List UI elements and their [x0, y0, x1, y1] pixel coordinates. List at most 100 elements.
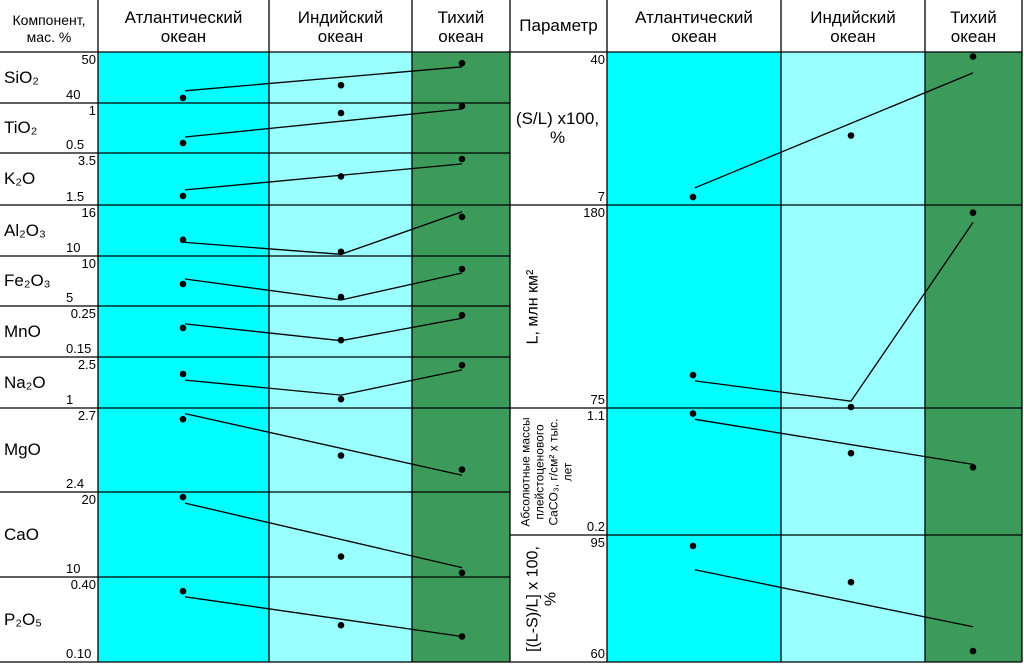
y-tick-max: 2.5 [77, 357, 96, 372]
data-point-pacific [458, 466, 466, 473]
panel-label: [(L-S)/L] x 100, % [524, 545, 560, 652]
data-point-indian [337, 173, 345, 180]
data-point-pacific [969, 464, 977, 471]
trend-line [694, 418, 974, 466]
panel-label: Na₂O [4, 372, 46, 392]
y-tick-max: 180 [583, 205, 605, 220]
panel-label: Абсолютные массы плейстоценового CaCO₃, … [518, 416, 575, 527]
y-tick-max: 10 [81, 256, 96, 271]
panel-label: P₂O₅ [4, 609, 43, 629]
y-tick-max: 95 [590, 535, 605, 550]
trend-line [184, 369, 463, 396]
y-tick-max: 16 [81, 205, 96, 220]
data-point-atlantic [179, 236, 187, 244]
data-point-pacific [458, 633, 466, 640]
y-tick-max: 1.1 [586, 408, 605, 423]
y-tick-max: 20 [81, 492, 96, 507]
column-bg-atlantic [607, 52, 781, 662]
panel-label: Al₂O₃ [4, 220, 46, 240]
header-indian: Индийский океан [810, 8, 896, 46]
column-bg-indian [781, 52, 925, 662]
y-tick-min: 1 [66, 392, 74, 407]
data-point-atlantic [689, 410, 697, 417]
trend-line [184, 163, 463, 191]
y-tick-min: 10 [66, 240, 81, 255]
panel-label: K₂O [4, 169, 36, 188]
column-bg-pacific [925, 52, 1022, 662]
y-tick-max: 50 [81, 52, 96, 67]
trend-line [694, 72, 974, 189]
data-point-atlantic [689, 193, 697, 201]
data-point-indian [337, 248, 345, 256]
header-indian: Индийский океан [297, 8, 384, 46]
y-tick-max: 3.5 [77, 153, 96, 168]
data-point-atlantic [179, 370, 187, 378]
data-point-atlantic [179, 415, 187, 423]
data-point-pacific [458, 265, 466, 273]
y-tick-min: 5 [66, 290, 74, 305]
y-tick-min: 60 [590, 646, 605, 661]
data-point-atlantic [689, 371, 697, 379]
data-point-pacific [458, 59, 466, 67]
header-param: Параметр [519, 16, 598, 35]
data-point-indian [337, 336, 345, 344]
data-point-pacific [458, 213, 466, 221]
panel-label: (S/L) x100, % [515, 108, 600, 147]
header-param: Компонент, мас. % [12, 12, 86, 45]
y-tick-max: 0.40 [70, 577, 96, 592]
data-point-indian [847, 132, 855, 139]
trend-line [694, 222, 974, 402]
header-atlantic: Атлантический океан [635, 8, 753, 46]
data-point-indian [847, 403, 855, 411]
panel-label: MnO [4, 321, 41, 341]
data-point-indian [337, 81, 345, 89]
y-tick-min: 40 [66, 87, 81, 102]
trend-line [184, 502, 463, 569]
y-tick-max: 2.7 [77, 408, 96, 423]
trend-line [184, 596, 463, 638]
y-tick-min: 2.4 [66, 476, 85, 491]
y-tick-min: 0.15 [66, 341, 92, 356]
y-tick-min: 1.5 [66, 189, 85, 204]
trend-line [184, 412, 463, 476]
data-point-atlantic [179, 139, 187, 147]
data-point-indian [337, 452, 345, 459]
y-tick-min: 75 [590, 392, 605, 407]
y-tick-min: 0.5 [66, 137, 85, 152]
data-point-atlantic [179, 493, 187, 501]
y-tick-max: 1 [88, 103, 96, 118]
data-point-pacific [969, 209, 977, 216]
trend-line [184, 108, 463, 138]
data-point-indian [337, 293, 345, 301]
header-pacific: Тихий океан [950, 8, 997, 46]
data-point-indian [847, 449, 855, 457]
data-point-atlantic [179, 94, 187, 102]
y-tick-max: 0.25 [70, 306, 96, 321]
data-point-atlantic [179, 324, 187, 332]
data-point-pacific [458, 569, 466, 577]
trend-line [184, 66, 463, 92]
data-point-atlantic [179, 280, 187, 288]
data-point-indian [337, 621, 345, 629]
panel-label: CaO [4, 524, 39, 544]
data-point-pacific [969, 647, 977, 655]
panel-label: Fe₂O₃ [4, 271, 51, 290]
y-tick-min: 0.2 [586, 519, 605, 534]
y-tick-min: 10 [66, 561, 81, 576]
panel-label: MgO [4, 440, 41, 459]
y-tick-min: 0.10 [66, 646, 92, 661]
data-point-pacific [458, 155, 466, 163]
panel-label: L, млн км² [524, 269, 542, 344]
data-point-indian [847, 578, 855, 586]
data-point-pacific [458, 311, 466, 319]
data-point-atlantic [689, 542, 697, 550]
y-tick-min: 7 [597, 189, 605, 204]
y-tick-max: 40 [590, 52, 605, 67]
panel-label: SiO₂ [4, 67, 39, 87]
data-point-atlantic [179, 587, 187, 595]
data-point-pacific [969, 53, 977, 60]
data-point-pacific [458, 102, 466, 110]
panel-label: TiO₂ [4, 118, 38, 137]
trend-line [694, 569, 974, 628]
data-point-indian [337, 395, 345, 403]
